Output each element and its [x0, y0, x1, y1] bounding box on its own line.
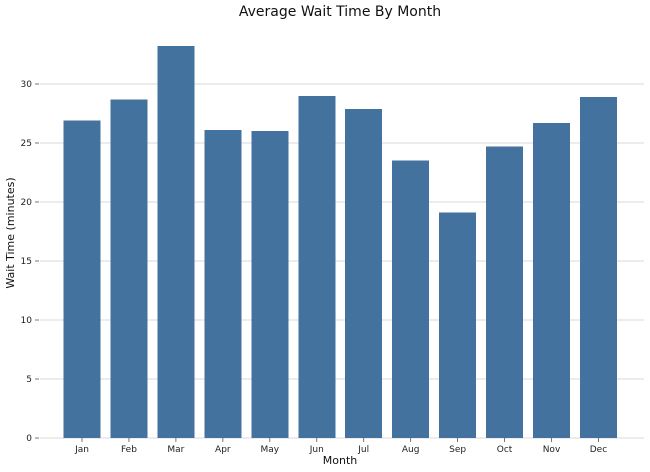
bar-aug: [392, 160, 430, 438]
y-tick-label: 25: [21, 139, 32, 149]
x-tick-label-may: May: [260, 445, 279, 455]
bar-sep: [439, 212, 477, 438]
bar-oct: [486, 146, 524, 439]
x-axis: Jan Feb Mar Apr May Jun Jul Aug Sep Oct Nov Dec: [74, 438, 607, 455]
y-tick-label: 10: [21, 316, 33, 326]
y-axis: 0 5 10 15 20 25 30: [21, 80, 39, 444]
chart-title: Average Wait Time By Month: [239, 4, 441, 20]
x-tick-label-sep: Sep: [449, 445, 466, 455]
y-tick-label: 0: [26, 434, 32, 444]
bar-dec: [579, 96, 617, 438]
x-tick-label-aug: Aug: [402, 445, 420, 455]
x-tick-label-feb: Feb: [121, 445, 137, 455]
bar-jun: [298, 95, 336, 439]
bar-jan: [63, 120, 101, 438]
y-tick-label: 15: [21, 257, 32, 267]
x-axis-label: Month: [323, 454, 358, 467]
x-tick-label-apr: Apr: [215, 445, 231, 455]
x-tick-label-jan: Jan: [74, 445, 89, 455]
x-tick-label-dec: Dec: [590, 445, 607, 455]
x-tick-label-nov: Nov: [543, 445, 561, 455]
x-tick-label-mar: Mar: [167, 445, 184, 455]
y-tick-label: 20: [21, 198, 33, 208]
y-axis-label: Wait Time (minutes): [4, 177, 17, 288]
y-tick-label: 5: [26, 375, 32, 385]
bar-nov: [533, 122, 570, 438]
bar-apr: [204, 130, 242, 438]
x-tick-label-oct: Oct: [497, 445, 513, 455]
bars: [63, 46, 617, 439]
bar-jul: [345, 108, 383, 438]
x-tick-label-jul: Jul: [357, 445, 369, 455]
y-tick-label: 30: [21, 80, 33, 90]
bar-may: [251, 131, 289, 438]
bar-feb: [110, 99, 148, 438]
bar-mar: [157, 46, 195, 439]
x-tick-label-jun: Jun: [309, 445, 324, 455]
